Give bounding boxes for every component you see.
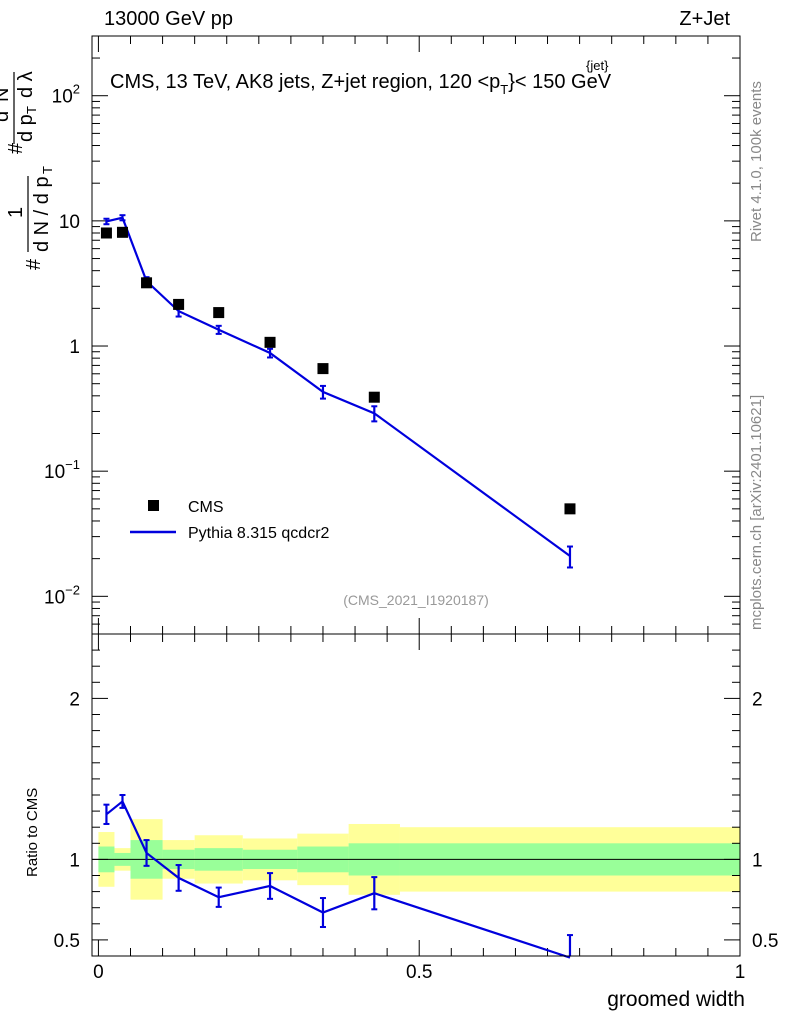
mc-line xyxy=(106,216,571,557)
main-frame xyxy=(91,35,741,635)
main-y-tick-label: 10 xyxy=(59,212,80,233)
ylabel-n: N xyxy=(0,88,13,102)
energy-label: 13000 GeV pp xyxy=(104,8,233,30)
ratio-y-label: Ratio to CMS xyxy=(24,788,41,877)
analysis-tag: (CMS_2021_I1920187) xyxy=(343,592,489,608)
cms-data-point xyxy=(141,277,153,289)
cms-data-point xyxy=(264,336,276,348)
main-y-tick-label: 1 xyxy=(69,337,80,358)
title-subscript: T xyxy=(500,82,508,97)
x-tick-label: 0.5 xyxy=(406,962,432,983)
ylabel-hash-1: # xyxy=(23,258,45,270)
legend-cms-marker xyxy=(148,500,159,511)
ylabel-dlambda: d λ xyxy=(15,71,37,98)
legend: CMS Pythia 8.315 qcdcr2 xyxy=(130,499,330,542)
title-main-part: CMS, 13 TeV, AK8 jets, Z+jet region, 120… xyxy=(110,71,500,93)
cms-data-point xyxy=(564,503,576,515)
cms-data-point xyxy=(368,391,380,403)
ratio-y-tick-label-right: 0.5 xyxy=(752,931,778,952)
cms-data-point xyxy=(116,226,128,238)
cms-data-point xyxy=(213,307,225,319)
x-axis-label: groomed width xyxy=(607,988,745,1011)
main-panel: 10−2 10−1 1 10 102 CMS, 13 TeV, AK8 jets, Z+… xyxy=(0,35,741,635)
ylabel-two-sup: 2 xyxy=(0,103,1,110)
main-y-label: # 1 d N / d p T # d p T d 2 N d λ xyxy=(0,71,55,270)
main-ticks xyxy=(92,35,741,635)
ratio-y-tick-label: 1 xyxy=(69,850,80,871)
main-y-tick-labels: 10−2 10−1 1 10 102 xyxy=(44,82,80,609)
main-y-tick-label: 10−1 xyxy=(44,457,80,483)
title-end-part: }< 150 GeV xyxy=(508,71,612,93)
ylabel-dn-dpt: d N / d p xyxy=(31,176,53,252)
main-y-tick-label: 102 xyxy=(52,82,80,108)
cms-data-point xyxy=(100,227,112,239)
ylabel-dpt: d p xyxy=(15,114,37,142)
x-tick-label: 0 xyxy=(93,962,104,983)
x-tick-label: 1 xyxy=(735,962,746,983)
cms-data-point xyxy=(173,298,185,310)
main-y-tick-label: 10−2 xyxy=(44,582,80,608)
cms-data-point xyxy=(317,363,329,375)
ratio-frame xyxy=(91,633,741,957)
ylabel-one: 1 xyxy=(5,207,27,218)
ylabel-t-sub-1: T xyxy=(40,166,55,174)
ylabel-hash-2: # xyxy=(5,142,27,154)
process-label: Z+Jet xyxy=(679,8,730,30)
ratio-bands xyxy=(92,819,740,900)
ratio-mc-series xyxy=(103,794,573,959)
main-title: CMS, 13 TeV, AK8 jets, Z+jet region, 120… xyxy=(110,71,612,97)
ratio-y-tick-label-right: 2 xyxy=(752,689,763,710)
legend-cms-label: CMS xyxy=(188,499,224,516)
ratio-panel: 0.5 0.5 1 1 2 2 0 0.5 1 Ratio to CMS groomed wid… xyxy=(24,633,779,1011)
ratio-y-tick-label-right: 1 xyxy=(752,850,763,871)
ratio-y-tick-label: 2 xyxy=(69,689,80,710)
main-data-series xyxy=(100,226,576,515)
ylabel-t-sub-2: T xyxy=(24,106,39,114)
ratio-y-tick-label: 0.5 xyxy=(54,931,80,952)
ratio-tick-labels: 0.5 0.5 1 1 2 2 0 0.5 1 xyxy=(54,689,779,983)
legend-pythia-label: Pythia 8.315 qcdcr2 xyxy=(188,525,330,542)
main-mc-series xyxy=(103,214,573,569)
ylabel-d: d xyxy=(0,111,13,122)
title-superscript: {jet} xyxy=(586,58,609,73)
